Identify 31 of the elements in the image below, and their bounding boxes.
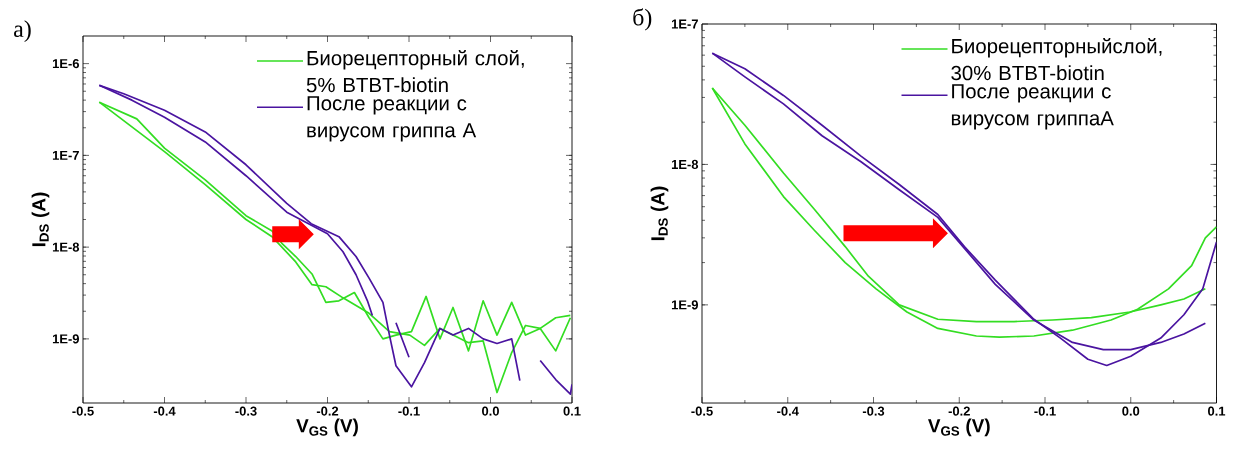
y-tick-label: 1E-6 bbox=[52, 59, 80, 69]
x-axis-title: V$_{GS}$ (V) bbox=[928, 418, 990, 437]
x-tick-label: -0.2 bbox=[316, 406, 339, 416]
y-tick-label: 1E-8 bbox=[671, 159, 699, 170]
legend-label: После реакции с вирусом гриппа А bbox=[307, 96, 477, 142]
x-tick-label: -0.3 bbox=[862, 406, 885, 416]
x-tick-label: 0.1 bbox=[563, 406, 581, 416]
legend-label: Биорецепторный слой, 5% BTBT-biotin bbox=[306, 50, 524, 93]
chart-title: б) bbox=[633, 8, 652, 31]
y-tick-label: 1E-7 bbox=[671, 19, 698, 29]
y-tick-label: 1E-9 bbox=[52, 334, 79, 344]
x-tick-label: 0.0 bbox=[482, 406, 499, 416]
y-tick-label: 1E-8 bbox=[52, 242, 80, 252]
chart-title: a) bbox=[14, 20, 31, 42]
legend-label: После реакции с вирусом гриппаA bbox=[951, 84, 1114, 130]
x-tick-label: -0.5 bbox=[72, 406, 94, 416]
x-tick-label: -0.1 bbox=[1034, 406, 1056, 416]
x-tick-label: -0.2 bbox=[948, 406, 970, 416]
x-tick-label: -0.4 bbox=[777, 406, 799, 416]
x-axis-title: V$_{GS}$ (V) bbox=[296, 418, 358, 437]
x-tick-label: 0.0 bbox=[1122, 406, 1140, 416]
x-tick-label: 0.1 bbox=[1208, 406, 1226, 416]
x-tick-label: -0.3 bbox=[235, 406, 257, 416]
y-tick-label: 1E-9 bbox=[671, 300, 698, 310]
x-tick-label: -0.1 bbox=[398, 406, 420, 416]
y-axis-title: I$_{DS}$ (A) bbox=[650, 186, 669, 241]
y-tick-label: 1E-7 bbox=[52, 150, 79, 160]
y-axis-title: I$_{DS}$ (A) bbox=[31, 192, 50, 247]
x-tick-label: -0.4 bbox=[153, 406, 176, 416]
legend-label: Биорецепторныйслой, 30% BTBT-biotin bbox=[951, 37, 1162, 81]
x-tick-label: -0.5 bbox=[691, 406, 713, 416]
